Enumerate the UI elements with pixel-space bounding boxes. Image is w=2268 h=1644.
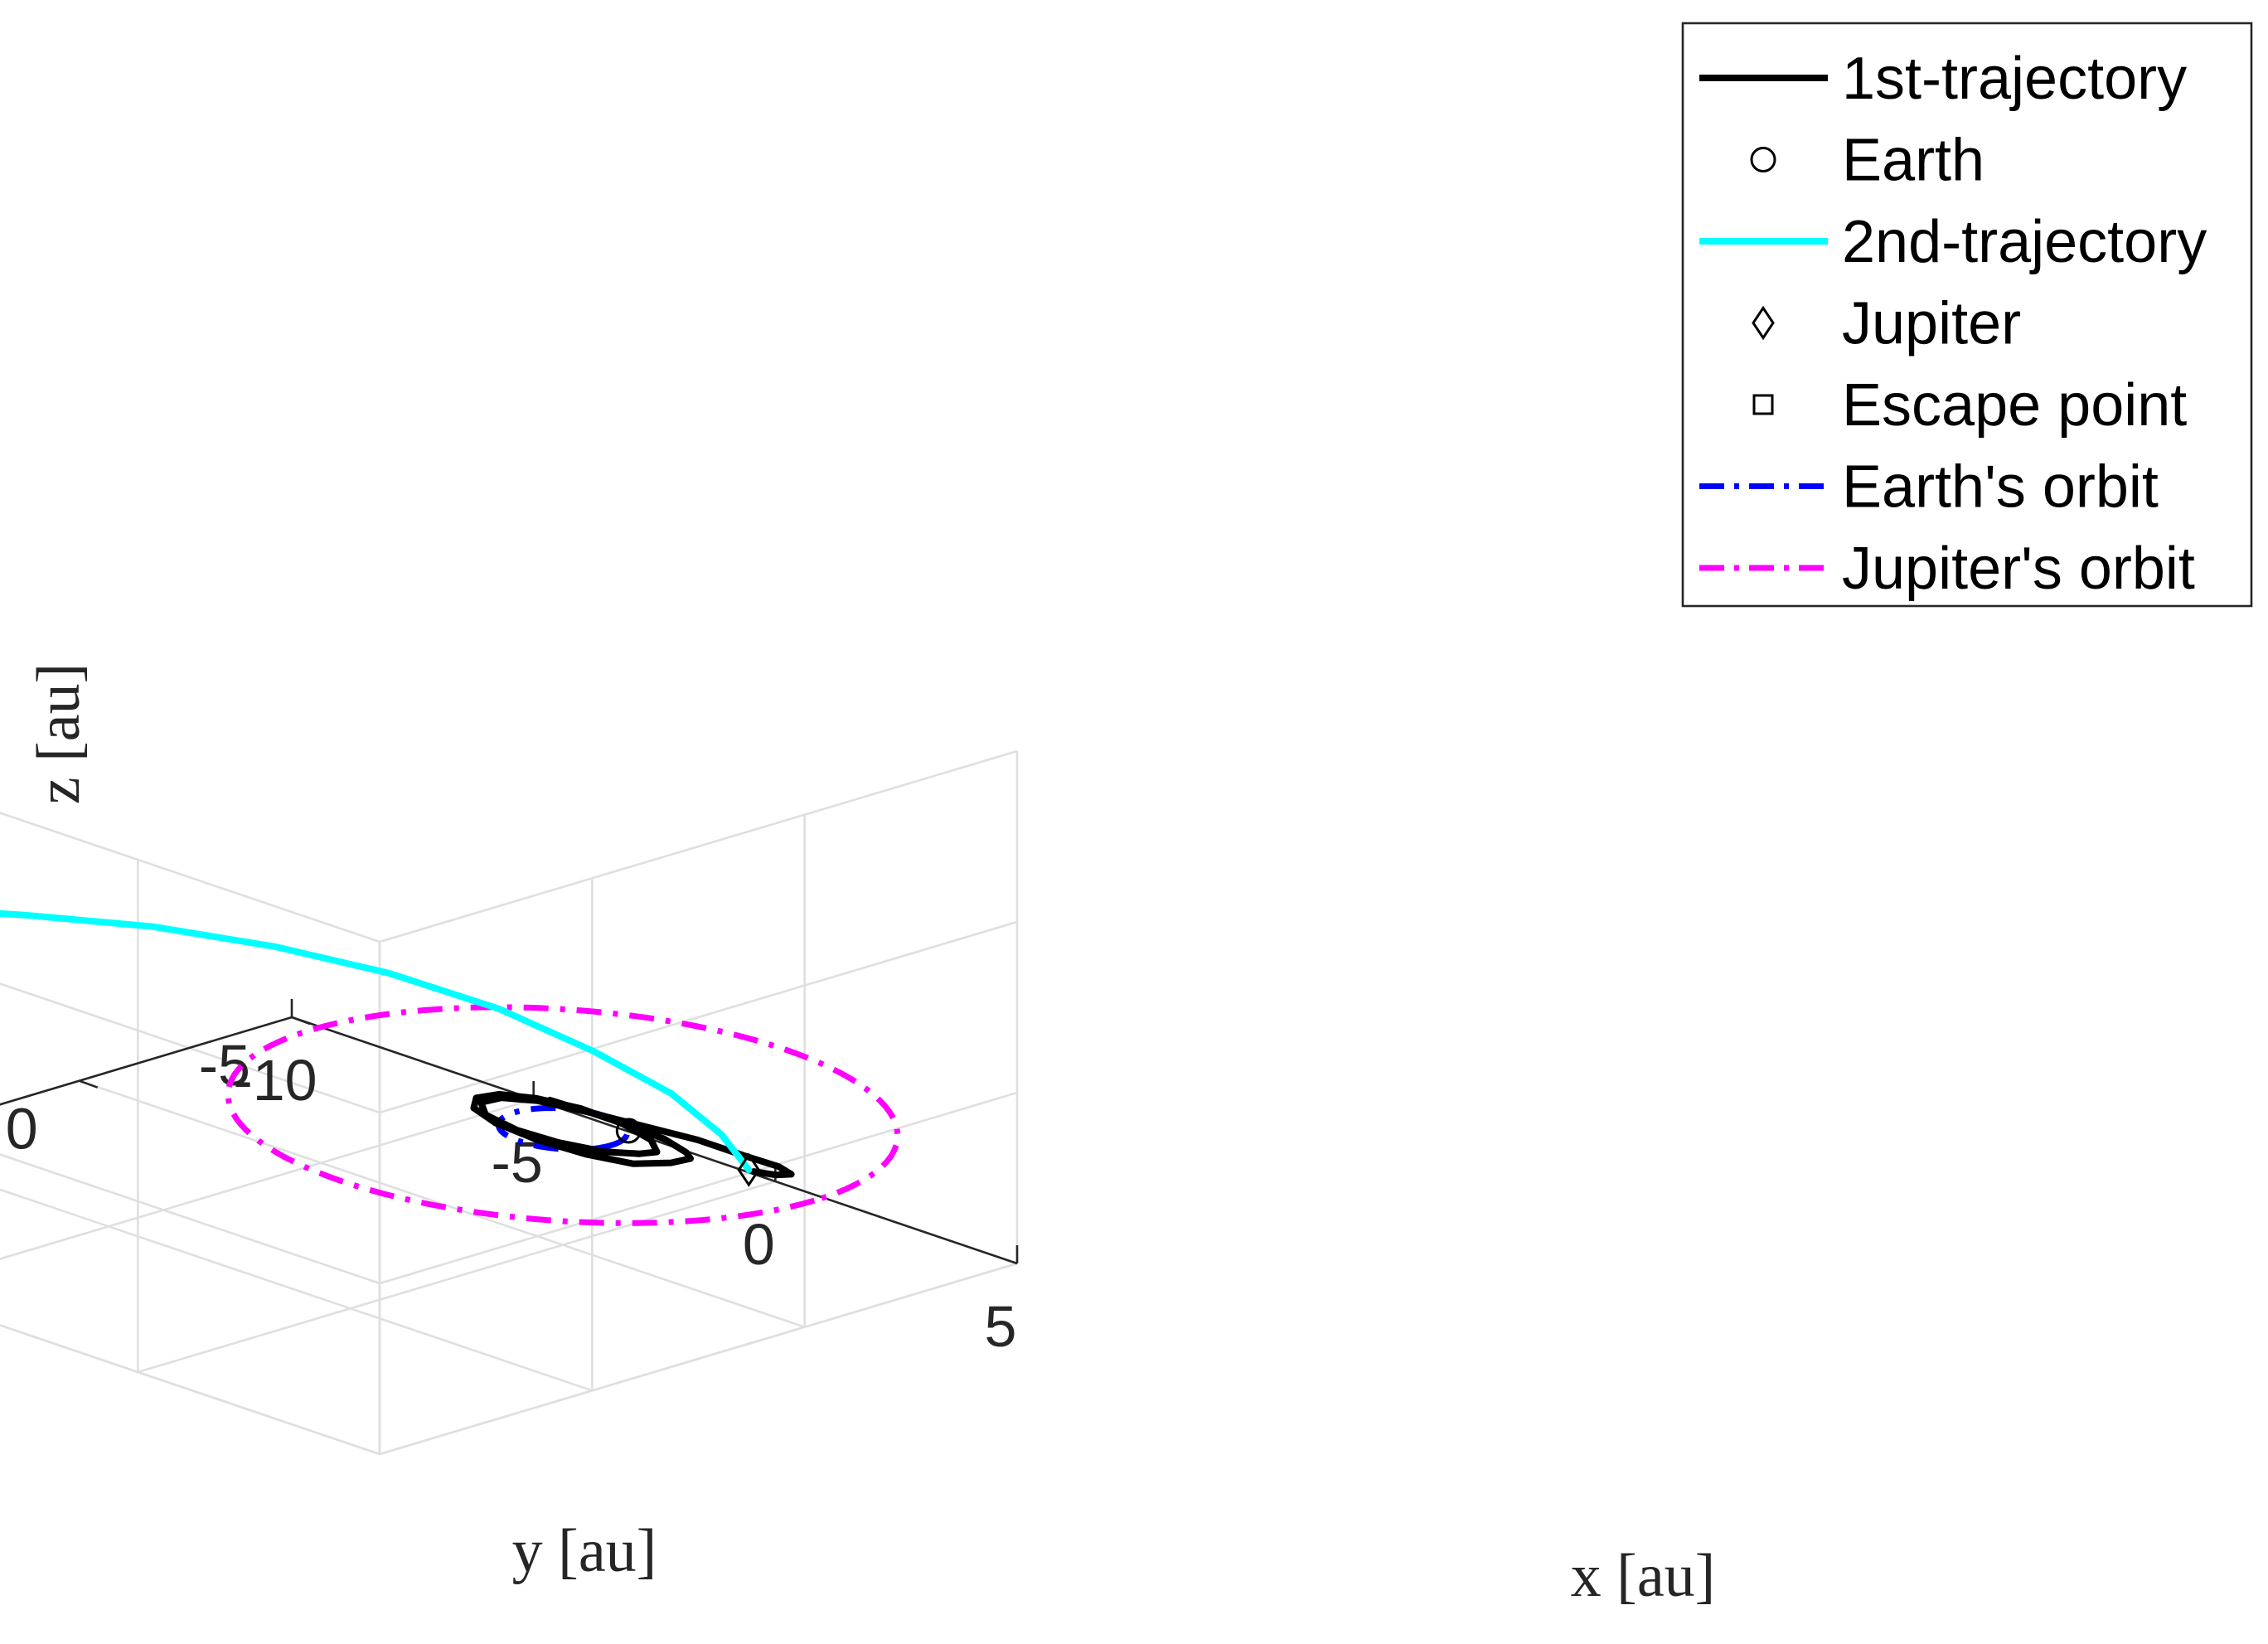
1st-trajectory-line bbox=[470, 1090, 795, 1179]
legend-label: Earth bbox=[1842, 128, 1984, 194]
legend-label: Earth's orbit bbox=[1842, 454, 2159, 521]
legend-item-2nd-trajectory: 2nd-trajectory bbox=[1699, 209, 2207, 275]
legend-item-escape-point: Escape point bbox=[1752, 372, 2187, 439]
grid-line-side-z bbox=[379, 1091, 1018, 1285]
y-tick-mark bbox=[79, 1079, 99, 1089]
grid-line-floor-y bbox=[0, 1188, 593, 1392]
legend: 1st-trajectory Earth 2nd-trajectory Jupiter… bbox=[1681, 22, 2253, 608]
legend-item-jupiter-s-orbit: Jupiter's orbit bbox=[1699, 536, 2195, 602]
legend-label: Jupiter bbox=[1842, 291, 2021, 357]
grid-line-back-z bbox=[0, 812, 380, 943]
x-axis-label: x [au] bbox=[1571, 1542, 1716, 1610]
legend-item-jupiter: Jupiter bbox=[1752, 291, 2021, 357]
grid-line-floor-x bbox=[0, 1098, 535, 1260]
earth-marker bbox=[615, 1118, 642, 1144]
grid-line-back-z bbox=[0, 982, 380, 1114]
jupiter-marker bbox=[737, 1152, 761, 1187]
grid-layer bbox=[0, 749, 1019, 1456]
legend-label: Jupiter's orbit bbox=[1842, 536, 2195, 602]
x-tick-label: 0 bbox=[743, 1212, 775, 1277]
x-tick-label: 5 bbox=[985, 1294, 1017, 1359]
legend-swatch bbox=[1750, 147, 1776, 172]
earth-s-orbit-line bbox=[495, 1104, 631, 1153]
legend-box bbox=[1681, 22, 2253, 608]
legend-label: Escape point bbox=[1842, 372, 2187, 439]
axes-layer: -10-505-50510-0.500.51 bbox=[0, 999, 1019, 1359]
legend-item-earth: Earth bbox=[1750, 128, 1984, 194]
z-axis-label: z [au] bbox=[25, 663, 93, 804]
grid-line-back-z bbox=[0, 1324, 380, 1456]
legend-label: 2nd-trajectory bbox=[1842, 209, 2207, 275]
legend-item-1st-trajectory: 1st-trajectory bbox=[1699, 46, 2187, 112]
2nd-trajectory-line bbox=[0, 909, 753, 1174]
y-tick-label: -5 bbox=[199, 1033, 250, 1098]
legend-item-earth-s-orbit: Earth's orbit bbox=[1699, 454, 2159, 521]
y-tick-mark bbox=[291, 1016, 311, 1026]
grid-line-back-z bbox=[0, 1153, 380, 1285]
grid-line-floor-x bbox=[137, 1180, 776, 1374]
x-tick-label: -10 bbox=[233, 1048, 317, 1113]
jupiter-s-orbit-line bbox=[225, 1004, 901, 1226]
y-tick-label: 0 bbox=[6, 1097, 38, 1161]
grid-line-floor-y bbox=[0, 1324, 380, 1456]
y-axis-line bbox=[0, 1016, 293, 1106]
data-layer bbox=[0, 909, 901, 1226]
legend-swatch bbox=[1752, 305, 1775, 341]
grid-line-side-z bbox=[379, 1262, 1018, 1456]
legend-swatch bbox=[1752, 394, 1774, 415]
legend-label: 1st-trajectory bbox=[1842, 46, 2187, 112]
y-axis-label: y [au] bbox=[512, 1517, 657, 1585]
grid-line-side-z bbox=[379, 749, 1018, 943]
grid-line-side-z bbox=[379, 920, 1018, 1114]
